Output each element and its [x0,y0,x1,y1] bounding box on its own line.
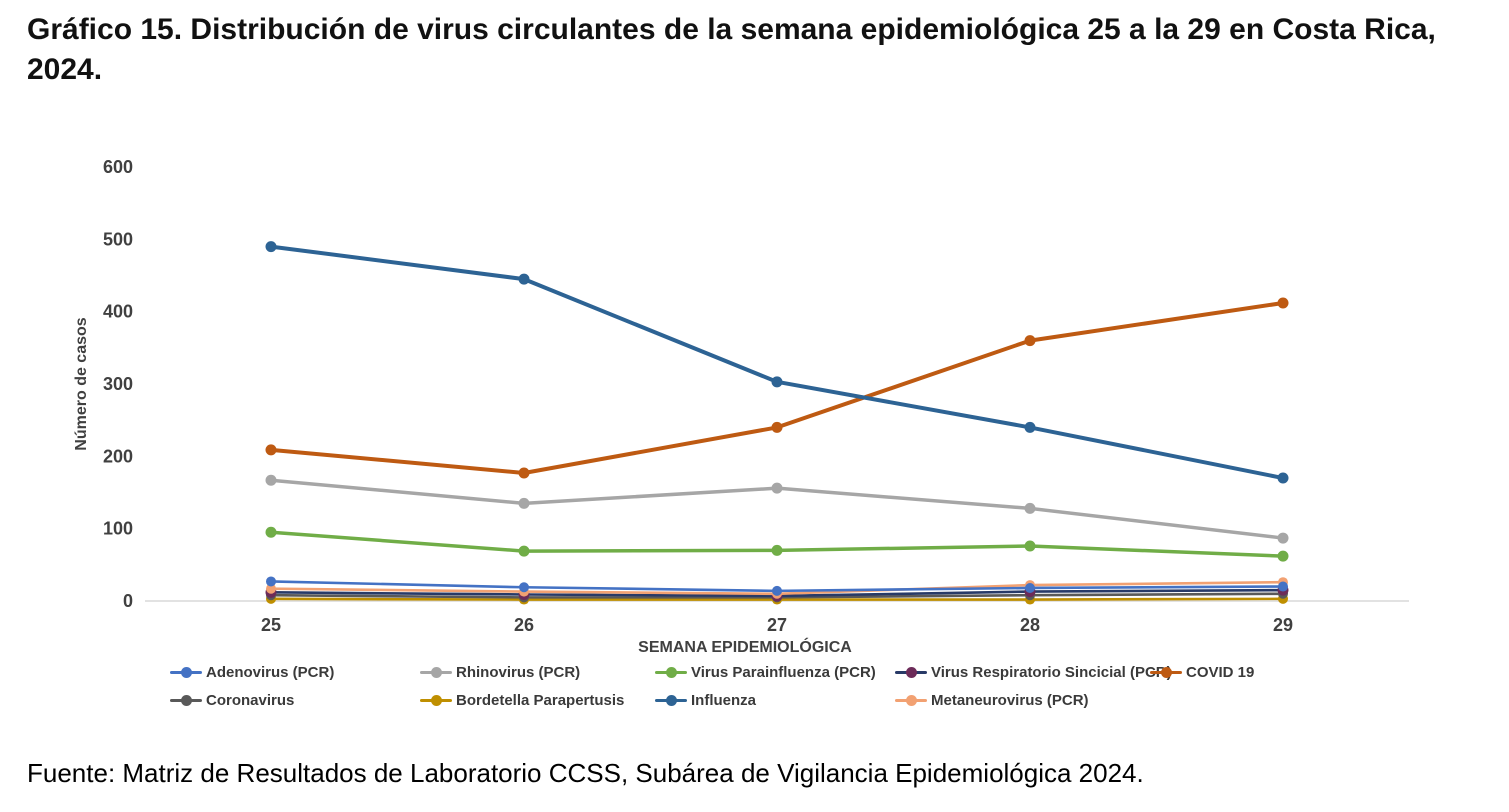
data-point-marker [265,474,277,486]
data-point-marker [266,576,276,587]
legend-marker-icon [655,695,687,706]
x-tick-label: 26 [514,615,534,635]
legend-marker-icon [655,667,687,678]
legend-label: Virus Respiratorio Sincicial (PCR) [931,664,1172,681]
legend-dot [906,667,917,678]
legend-label: Bordetella Parapertusis [456,692,625,709]
legend-dot [666,695,677,706]
legend-label: Coronavirus [206,692,295,709]
data-point-marker [265,444,277,456]
legend-dot [431,667,442,678]
chart-legend: Adenovirus (PCR) Rhinovirus (PCR) Virus Pa… [0,0,1509,709]
legend-marker-icon [895,667,927,678]
data-point-marker [1277,472,1289,484]
legend-dot [666,667,677,678]
data-point-marker [771,421,783,433]
chart-title: Gráfico 15. Distribución de virus circul… [27,13,1436,86]
source-note: Fuente: Matriz de Resultados de Laborato… [27,758,1144,788]
y-tick-label: 100 [103,519,133,539]
x-tick-label: 28 [1020,615,1040,635]
legend-item: Rhinovirus (PCR) [420,664,580,681]
data-point-marker [1025,582,1035,593]
x-tick-label: 25 [261,615,281,635]
legend-item: COVID 19 [1150,664,1254,681]
legend-label: Rhinovirus (PCR) [456,664,581,681]
legend-label: Metaneurovirus (PCR) [931,692,1089,709]
legend-dot [906,695,917,706]
y-tick-label: 0 [123,591,133,611]
data-point-marker [1277,297,1289,309]
data-point-marker [519,582,529,593]
legend-marker-icon [420,667,452,678]
data-point-marker [518,273,530,285]
legend-label: COVID 19 [1186,664,1255,681]
y-tick-label: 600 [103,157,133,177]
legend-item: Metaneurovirus (PCR) [895,692,1089,709]
legend-marker-icon [170,667,202,678]
data-point-marker [771,544,783,556]
data-point-marker [266,583,276,594]
data-point-marker [265,241,277,253]
y-tick-label: 200 [103,446,133,466]
data-point-marker [1024,540,1036,552]
legend-label: Virus Parainfluenza (PCR) [691,664,876,681]
legend-item: Adenovirus (PCR) [170,664,334,681]
x-tick-label: 29 [1273,615,1293,635]
data-point-marker [518,467,530,479]
legend-dot [181,667,192,678]
legend-dot [1161,667,1172,678]
legend-item: Virus Respiratorio Sincicial (PCR) [895,664,1172,681]
data-point-marker [772,585,782,596]
legend-marker-icon [170,695,202,706]
data-point-marker [518,545,530,557]
y-tick-label: 400 [103,302,133,322]
x-tick-label: 27 [767,615,787,635]
data-point-marker [1024,421,1036,433]
legend-label: Influenza [691,692,757,709]
y-tick-label: 500 [103,229,133,249]
data-point-marker [1277,532,1289,544]
data-point-marker [518,497,530,509]
legend-item: Coronavirus [170,692,294,709]
legend-dot [431,695,442,706]
y-axis-title: Número de casos [73,317,90,450]
legend-marker-icon [895,695,927,706]
legend-dot [181,695,192,706]
data-point-marker [771,376,783,388]
legend-marker-icon [420,695,452,706]
legend-item: Influenza [655,692,756,709]
legend-item: Bordetella Parapertusis [420,692,624,709]
data-point-marker [1024,502,1036,514]
data-point-marker [771,482,783,494]
legend-marker-icon [1150,667,1182,678]
data-point-marker [1277,550,1289,562]
y-tick-label: 300 [103,374,133,394]
data-point-marker [1278,581,1288,592]
data-point-marker [1024,335,1036,347]
series-line [269,244,1285,481]
legend-item: Virus Parainfluenza (PCR) [655,664,876,681]
data-point-marker [265,526,277,538]
x-axis-title: SEMANA EPIDEMIOLÓGICA [638,637,852,656]
legend-label: Adenovirus (PCR) [206,664,335,681]
